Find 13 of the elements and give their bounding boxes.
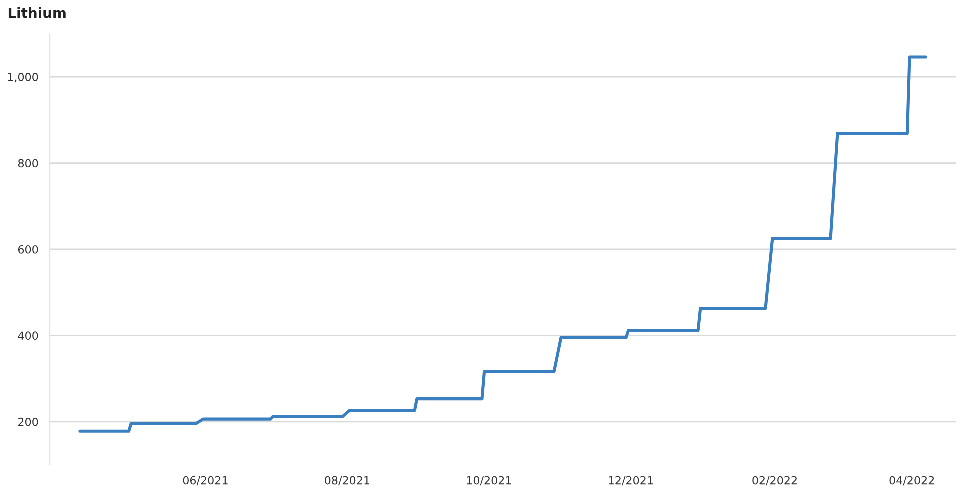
y-tick-label: 400 <box>18 332 38 340</box>
x-tick-label: 02/2022 <box>752 476 797 486</box>
x-tick-label: 12/2021 <box>609 476 653 486</box>
y-tick-label: 600 <box>18 245 38 254</box>
line-series <box>78 56 928 433</box>
x-tick-label: 08/2021 <box>325 476 370 486</box>
y-tick-label: 800 <box>18 159 38 168</box>
x-tick-label: 10/2021 <box>467 476 512 486</box>
x-tick-label: 04/2022 <box>890 476 934 486</box>
chart-title: Lithium <box>8 8 66 18</box>
y-tick-label: 200 <box>18 418 38 426</box>
x-tick-label: 06/2021 <box>183 476 228 486</box>
y-tick-label: 1,000 <box>8 73 38 83</box>
